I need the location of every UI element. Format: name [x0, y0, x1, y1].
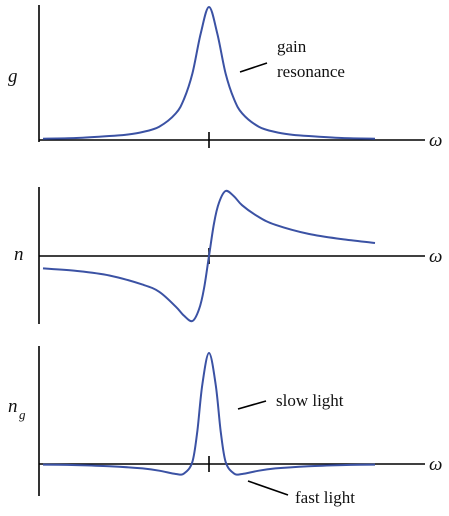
series-index-curve — [42, 189, 376, 323]
ylabel-ng: n — [8, 396, 18, 417]
annotation-fast-light: fast light — [295, 488, 355, 507]
annotation-slow-light: slow light — [276, 391, 344, 410]
panel-gain: g ω gain resonance — [8, 5, 442, 151]
ylabel-n: n — [14, 244, 24, 265]
annotation-gain: gain — [277, 37, 307, 56]
pointer-slow-light — [237, 400, 267, 410]
pointer-gain-resonance — [239, 62, 268, 73]
ylabel-ng-subscript: g — [19, 407, 26, 422]
panel-index: n ω — [14, 187, 442, 324]
ylabel-g: g — [8, 66, 18, 87]
series-gain-curve — [42, 5, 376, 140]
xlabel-omega-1: ω — [429, 130, 442, 151]
pointer-fast-light — [247, 480, 289, 496]
xlabel-omega-3: ω — [429, 454, 442, 475]
series-group-index-curve — [42, 351, 376, 476]
annotation-resonance: resonance — [277, 62, 345, 81]
xlabel-omega-2: ω — [429, 246, 442, 267]
panel-group-index: n g ω slow light fast light — [8, 346, 442, 507]
